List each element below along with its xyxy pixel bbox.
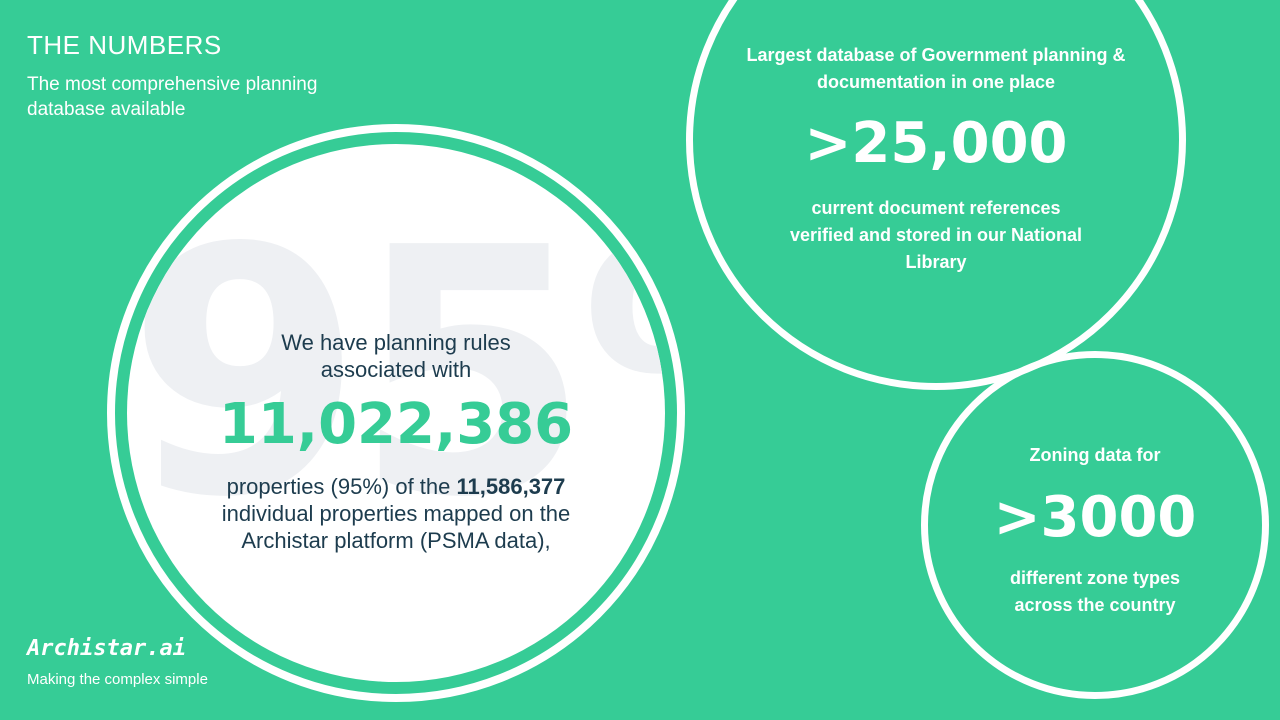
main-stat-detail-prefix: properties (95%) of the (226, 474, 457, 499)
document-stat-circle: Largest database of Government planning … (686, 0, 1186, 390)
document-stat-heading: Largest database of Government planning … (693, 42, 1179, 96)
document-stat-description: current document references verified and… (693, 195, 1179, 276)
main-stat-detail-total: 11,586,377 (456, 474, 566, 499)
page-title: THE NUMBERS (27, 30, 222, 60)
percentage-watermark: 95% (127, 176, 665, 572)
brand-tagline: Making the complex simple (27, 671, 208, 688)
main-stat-content: We have planning rules associated with 1… (127, 329, 665, 554)
main-stat-circle-fill: 95% We have planning rules associated wi… (127, 144, 665, 682)
main-stat-intro: We have planning rules associated with (281, 330, 511, 382)
zoning-stat-heading: Zoning data for (1029, 445, 1161, 465)
document-stat-description-text: current document references verified and… (789, 198, 1083, 272)
zoning-stat-description-text: different zone types across the country (1009, 568, 1181, 615)
main-stat-circle: 95% We have planning rules associated wi… (107, 124, 685, 702)
document-stat-number: >25,000 (804, 111, 1068, 176)
brand-logo: Archistar.ai (27, 636, 186, 661)
main-stat-number: 11,022,386 (218, 392, 574, 457)
page-subtitle: The most comprehensive planning database… (27, 74, 318, 120)
main-stat-detail-suffix: individual properties mapped on the Arch… (221, 501, 571, 553)
main-stat-detail: properties (95%) of the 11,586,377 indiv… (186, 473, 606, 554)
document-stat-heading-text: Largest database of Government planning … (746, 45, 1126, 92)
zoning-stat-number: >3000 (993, 485, 1197, 550)
zoning-stat-description: different zone types across the country (928, 565, 1262, 619)
zoning-stat-circle: Zoning data for >3000 different zone typ… (921, 351, 1269, 699)
